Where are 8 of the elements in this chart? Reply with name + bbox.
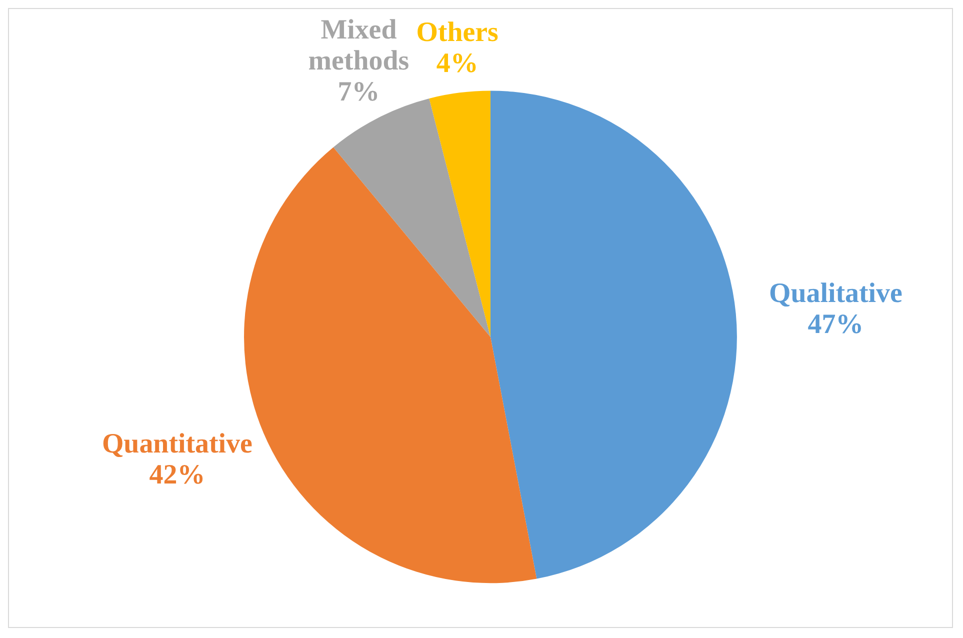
slice-label: Quantitative bbox=[102, 428, 252, 460]
data-label: 47% bbox=[808, 308, 864, 340]
data-label: 4% bbox=[436, 48, 478, 80]
slice-label: Qualitative bbox=[768, 278, 902, 310]
data-label: 7% bbox=[338, 76, 380, 108]
slice-label: Mixed methods bbox=[308, 14, 410, 76]
slice-label: Others bbox=[416, 17, 499, 48]
data-label: 42% bbox=[149, 460, 206, 490]
